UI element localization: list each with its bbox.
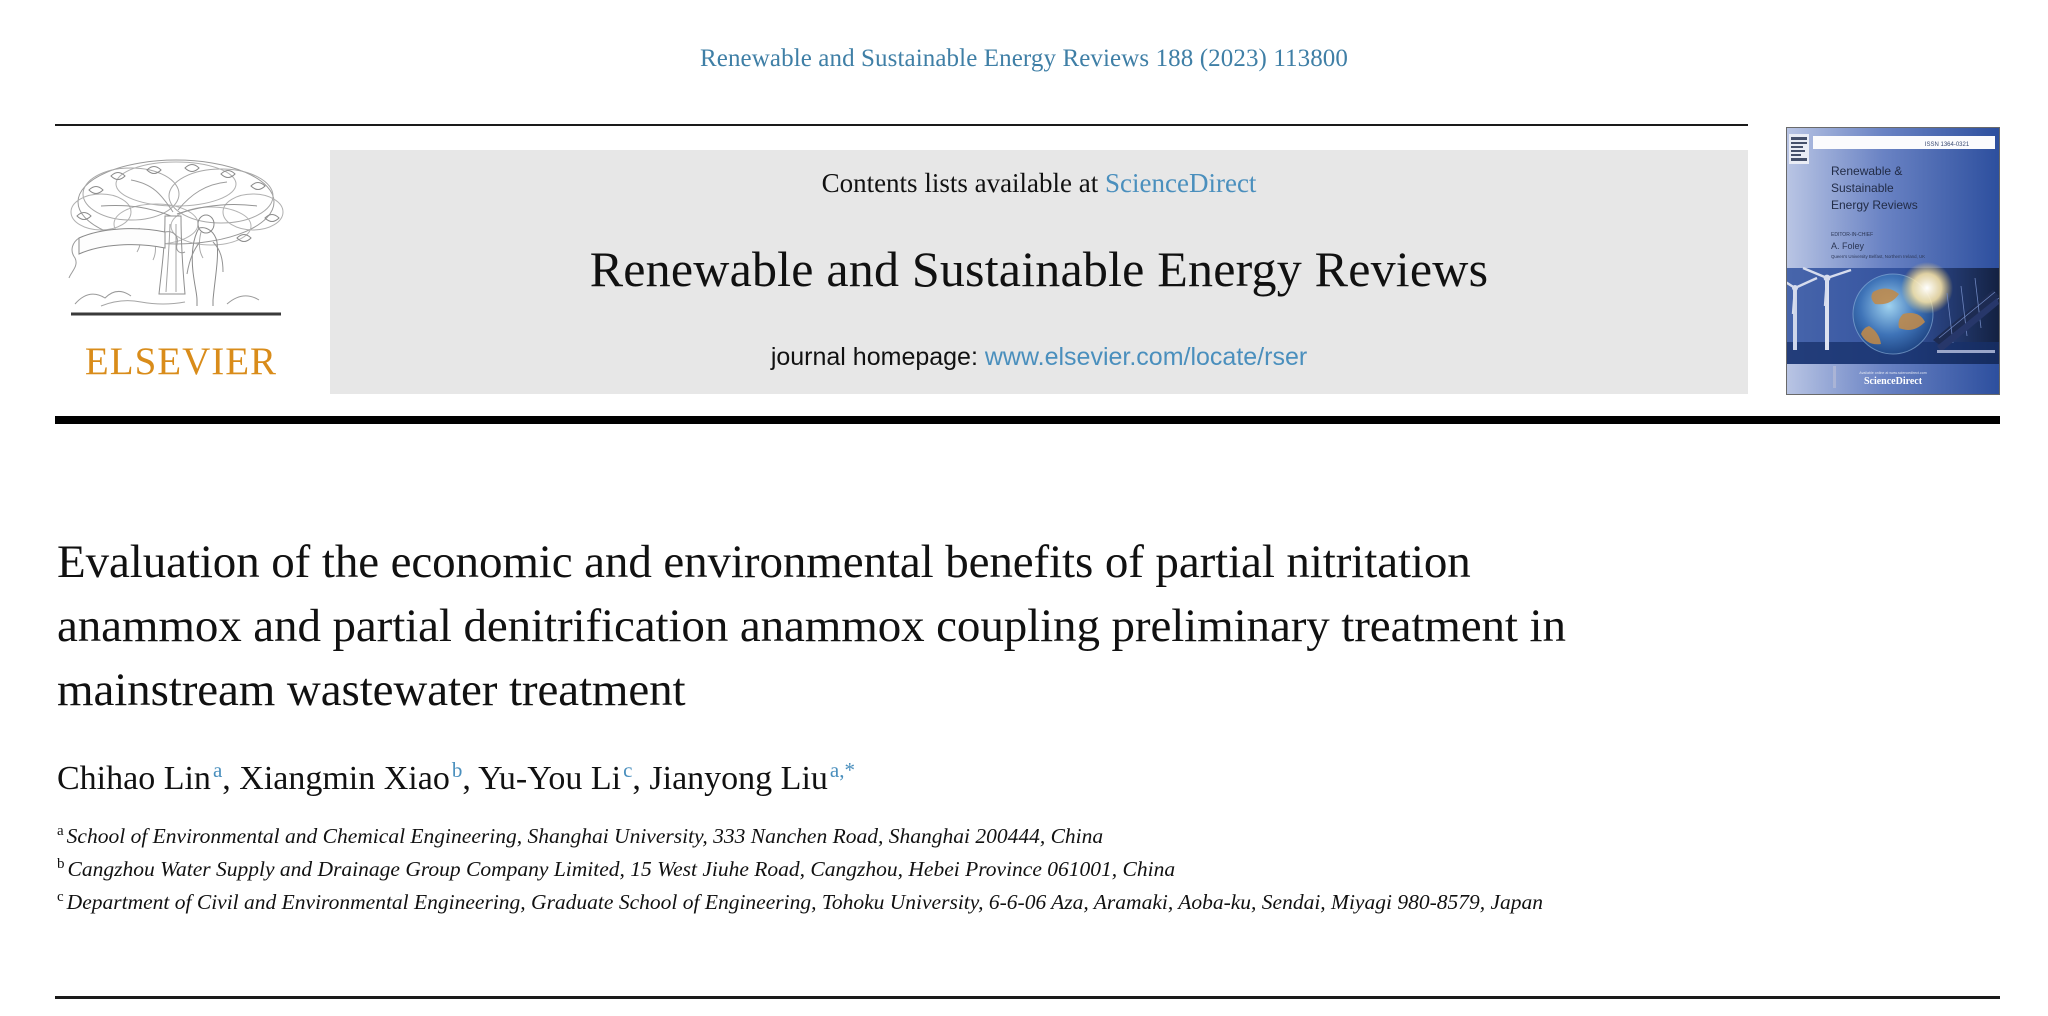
article-header-divider-bottom	[55, 996, 2000, 999]
journal-homepage-link[interactable]: www.elsevier.com/locate/rser	[984, 343, 1308, 371]
cover-editor-name: A. Foley	[1831, 241, 1865, 251]
article-header: Evaluation of the economic and environme…	[57, 530, 1997, 919]
author-name: Jianyong Liu	[649, 760, 828, 797]
author-name: Chihao Lin	[57, 760, 211, 797]
author-list: Chihao Lina, Xiangmin Xiaob, Yu-You Lic,…	[57, 757, 1997, 798]
elsevier-tree-icon	[68, 159, 284, 316]
author-affiliation-marker: b	[451, 757, 463, 782]
affiliation-item: b Cangzhou Water Supply and Drainage Grou…	[57, 853, 1827, 886]
author-name: Xiangmin Xiao	[239, 760, 450, 797]
page-title: Evaluation of the economic and environme…	[57, 536, 1566, 716]
author-separator: ,	[632, 760, 650, 797]
author-affiliation-marker: c	[623, 757, 633, 782]
cover-title-line1: Renewable &	[1831, 164, 1902, 178]
cover-title-line3: Energy Reviews	[1831, 198, 1918, 212]
homepage-prefix-text: journal homepage:	[770, 343, 985, 371]
author-name: Yu-You Li	[478, 760, 622, 797]
author-affiliation-marker: a,*	[829, 757, 855, 782]
author-separator: ,	[462, 760, 479, 797]
header-divider-top	[55, 124, 1748, 126]
journal-masthead: ELSEVIER Contents lists available at Sci…	[55, 150, 1748, 396]
journal-homepage-line: journal homepage: www.elsevier.com/locat…	[771, 343, 1307, 372]
affiliation-item: c Department of Civil and Environmental E…	[57, 886, 1827, 919]
journal-cover-thumbnail[interactable]: ISSN 1364-0321 Renewable & Sustainable E…	[1786, 127, 2000, 395]
cover-title-line2: Sustainable	[1831, 181, 1894, 195]
author-entry[interactable]: Chihao Lina	[57, 757, 223, 797]
author-entry[interactable]: Yu-You Lic	[478, 757, 633, 797]
cover-issn-text: ISSN 1364-0321	[1925, 142, 1970, 148]
affiliation-list: a School of Environmental and Chemical En…	[57, 820, 1827, 919]
journal-title: Renewable and Sustainable Energy Reviews	[589, 241, 1489, 297]
affiliation-text: School of Environmental and Chemical Eng…	[66, 824, 1104, 848]
affiliation-item: a School of Environmental and Chemical En…	[57, 820, 1827, 853]
running-head-citation: Renewable and Sustainable Energy Reviews…	[699, 45, 1349, 72]
cover-footer-url: Available online at www.sciencedirect.co…	[1859, 371, 1926, 375]
contents-list-line: Contents lists available at ScienceDirec…	[822, 168, 1257, 199]
journal-banner: Contents lists available at ScienceDirec…	[330, 150, 1748, 394]
sciencedirect-link[interactable]: ScienceDirect	[1105, 168, 1257, 198]
affiliation-marker: c	[57, 888, 64, 905]
masthead-divider-thick	[55, 416, 2000, 424]
author-separator: ,	[222, 760, 240, 797]
author-affiliation-marker: a	[212, 757, 223, 782]
affiliation-text: Cangzhou Water Supply and Drainage Group…	[67, 857, 1176, 881]
cover-editor-affiliation: Queen's University Belfast, Northern Ire…	[1831, 254, 1925, 259]
journal-cover-artwork: ISSN 1364-0321 Renewable & Sustainable E…	[1787, 128, 1999, 394]
elsevier-logo[interactable]: ELSEVIER	[55, 150, 327, 396]
affiliation-text: Department of Civil and Environmental En…	[66, 890, 1544, 914]
author-entry[interactable]: Xiangmin Xiaob	[239, 757, 463, 797]
affiliation-marker: a	[57, 822, 64, 839]
author-entry[interactable]: Jianyong Liua,*	[649, 757, 855, 797]
contents-prefix-text: Contents lists available at	[821, 168, 1106, 198]
affiliation-marker: b	[57, 855, 65, 872]
elsevier-wordmark: ELSEVIER	[84, 340, 278, 383]
cover-editor-label: EDITOR-IN-CHIEF	[1831, 232, 1873, 238]
cover-footer-brand: ScienceDirect	[1864, 376, 1923, 387]
